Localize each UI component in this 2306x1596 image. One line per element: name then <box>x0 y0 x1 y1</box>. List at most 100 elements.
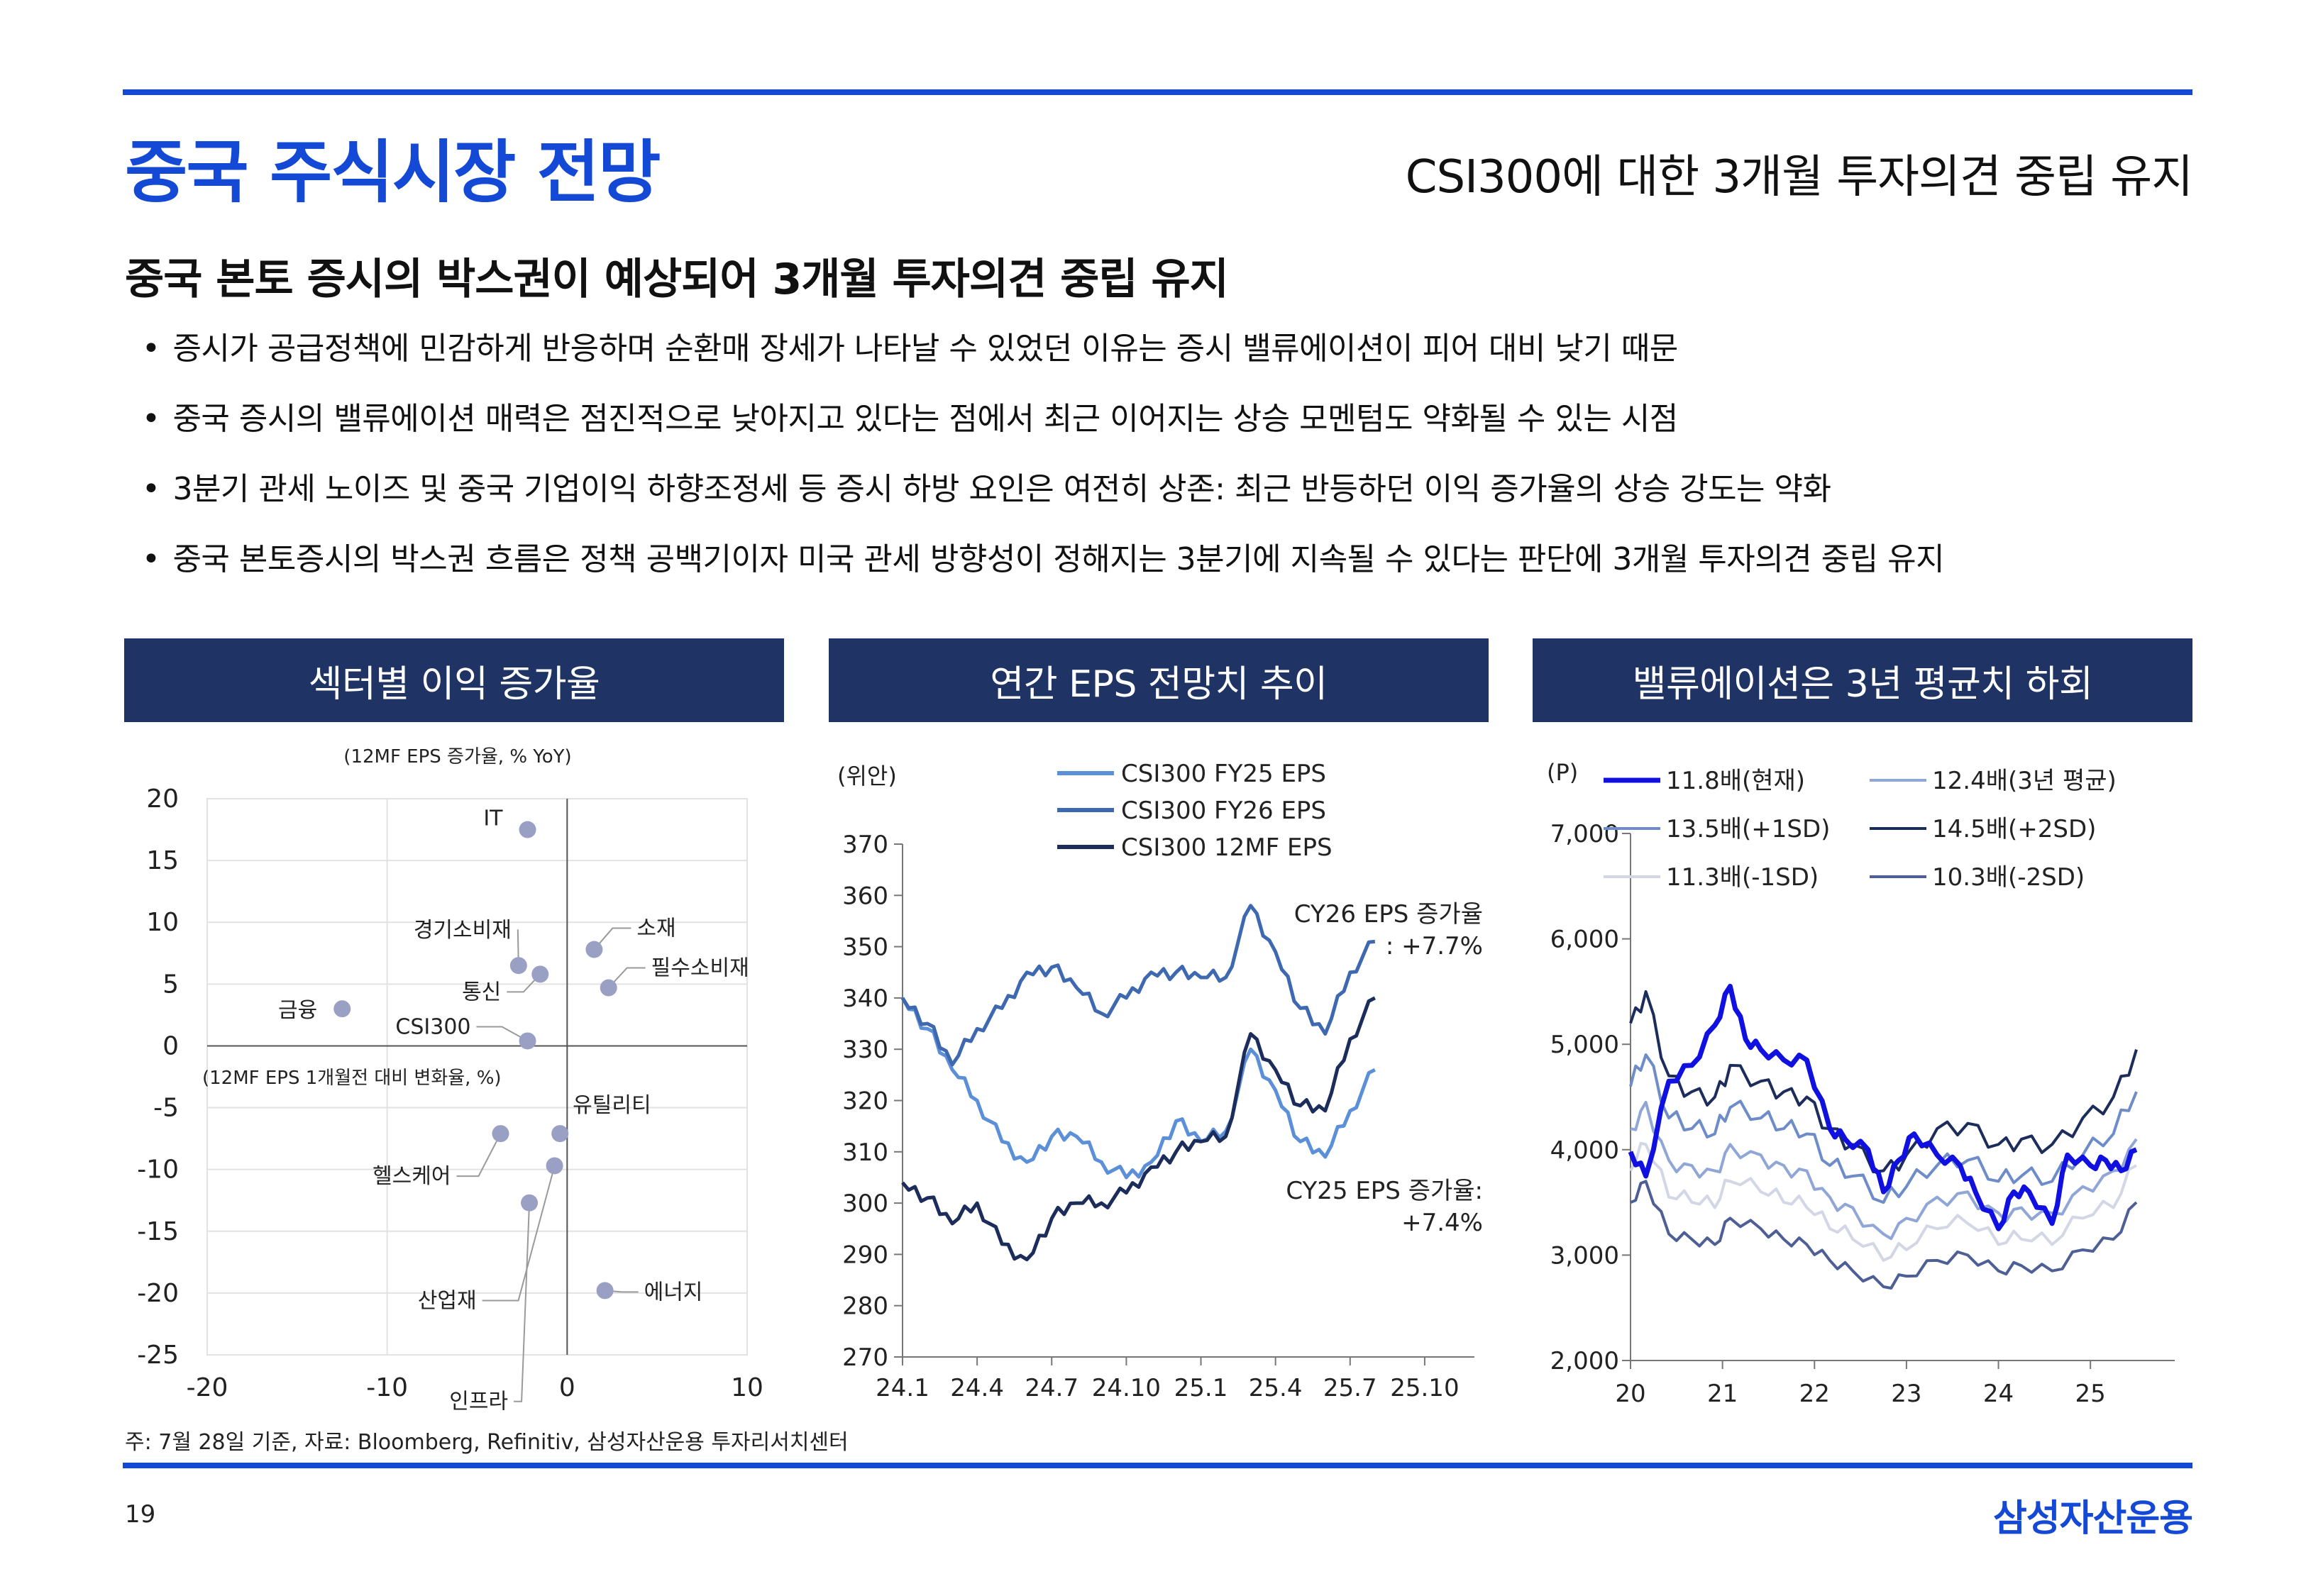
y-tick-label: -20 <box>137 1279 179 1308</box>
x-tick-label: 25 <box>2075 1380 2106 1408</box>
x-tick-label: 25.1 <box>1174 1374 1228 1402</box>
bullet-item: 중국 증시의 밸류에이션 매력은 점진적으로 낮아지고 있다는 점에서 최근 이… <box>142 398 1944 468</box>
series-line <box>1629 990 2138 1174</box>
bullet-list: 증시가 공급정책에 민감하게 반응하며 순환매 장세가 나타날 수 있었던 이유… <box>142 328 1944 609</box>
legend-label: CSI300 12MF EPS <box>1121 833 1333 862</box>
y-tick-label: -15 <box>137 1217 179 1246</box>
y-axis-unit: (P) <box>1547 759 1578 786</box>
scatter-point <box>600 979 617 997</box>
y-tick-label: 0 <box>162 1031 179 1060</box>
scatter-point <box>492 1125 509 1143</box>
y-tick-label: 6,000 <box>1550 926 1619 954</box>
x-tick-label: 23 <box>1891 1380 1921 1408</box>
legend-label: CSI300 FY26 EPS <box>1121 797 1326 825</box>
scatter-point <box>333 1000 351 1018</box>
x-tick-label: 22 <box>1799 1380 1830 1408</box>
legend-label: 13.5배(+1SD) <box>1666 815 1830 843</box>
legend-label: 11.8배(현재) <box>1666 767 1805 795</box>
x-axis-title: (12MF EPS 1개월전 대비 변화율, %) <box>202 1068 502 1089</box>
bullet-item: 증시가 공급정책에 민감하게 반응하며 순환매 장세가 나타날 수 있었던 이유… <box>142 328 1944 398</box>
series-line <box>901 996 1376 1262</box>
scatter-point <box>519 821 536 838</box>
point-label: 통신 <box>462 980 501 1004</box>
series-line <box>1630 1100 2138 1241</box>
top-rule <box>123 89 2192 95</box>
page-number: 19 <box>125 1500 156 1529</box>
series-line <box>900 904 1376 1067</box>
x-tick-label: 25.4 <box>1249 1374 1303 1402</box>
x-tick-label: 24 <box>1983 1380 2014 1408</box>
point-label: 산업재 <box>418 1288 477 1313</box>
leader-line <box>476 1026 529 1042</box>
valuation-band-chart: 7,000 6,000 5,000 4,000 3,000 2,000 20 21 22 23 24… <box>1547 759 2175 1408</box>
x-tick-label: 25.7 <box>1323 1374 1377 1402</box>
legend-label: 14.5배(+2SD) <box>1932 815 2096 843</box>
y-tick-label: 20 <box>146 785 179 814</box>
bullet-item: 중국 본토증시의 박스권 흐름은 정책 공백기이자 미국 관세 방향성이 정해지… <box>142 538 1944 609</box>
scatter-point <box>546 1157 563 1175</box>
annotation-cy26-line2: : +7.7% <box>1386 932 1483 960</box>
scatter-point <box>519 1032 536 1050</box>
bullet-item: 3분기 관세 노이즈 및 중국 기업이익 하향조정세 등 증시 하방 요인은 여… <box>142 468 1944 538</box>
y-axis-unit: (위안) <box>837 763 897 789</box>
y-tick-label: 340 <box>842 985 888 1013</box>
x-tick-label: 24.1 <box>876 1374 929 1402</box>
x-tick-label: 0 <box>559 1373 575 1402</box>
y-tick-label: 370 <box>842 831 888 859</box>
point-label: IT <box>483 807 503 831</box>
y-tick-label: 2,000 <box>1550 1347 1619 1375</box>
leader-line <box>482 1165 556 1302</box>
panel-header-valuation: 밸류에이션은 3년 평균치 하회 <box>1533 638 2192 722</box>
point-label: 필수소비재 <box>651 956 749 981</box>
y-tick-label: 3,000 <box>1550 1241 1619 1270</box>
x-tick-label: -20 <box>187 1373 228 1402</box>
scatter-point <box>509 957 527 975</box>
point-label: CSI300 <box>395 1014 470 1039</box>
x-tick-label: 24.4 <box>950 1374 1004 1402</box>
y-tick-label: 4,000 <box>1550 1136 1619 1165</box>
y-tick-label: 310 <box>842 1138 888 1167</box>
leader-line <box>593 927 631 951</box>
y-tick-label: 5,000 <box>1550 1031 1619 1059</box>
x-tick-label: 21 <box>1707 1380 1738 1408</box>
annotation-cy26-line1: CY26 EPS 증가율 <box>1294 900 1483 929</box>
y-tick-label: -25 <box>137 1341 179 1370</box>
y-tick-label: 350 <box>842 933 888 962</box>
x-tick-label: 20 <box>1615 1380 1645 1408</box>
scatter-point <box>585 941 603 958</box>
panel-header-eps: 연간 EPS 전망치 추이 <box>829 638 1489 722</box>
point-label: 헬스케어 <box>373 1164 451 1189</box>
y-tick-label: 300 <box>842 1190 888 1218</box>
series-line <box>1629 1053 2138 1204</box>
panel-header-sector: 섹터별 이익 증가율 <box>124 638 784 722</box>
x-tick-label: 24.7 <box>1025 1374 1078 1402</box>
y-tick-label: 320 <box>842 1087 888 1116</box>
point-label: 소재 <box>636 916 675 941</box>
y-axis-title: (12MF EPS 증가율, % YoY) <box>343 746 571 767</box>
y-tick-label: 10 <box>146 908 179 937</box>
right-title: CSI300에 대한 3개월 투자의견 중립 유지 <box>1405 151 2193 204</box>
bottom-rule <box>123 1463 2192 1468</box>
y-tick-label: 330 <box>842 1036 888 1064</box>
point-label: 경기소비재 <box>414 918 512 943</box>
scatter-point <box>596 1282 614 1299</box>
series-line <box>1628 983 2138 1231</box>
annotation-cy25-line2: +7.4% <box>1401 1209 1483 1237</box>
legend-label: 10.3배(-2SD) <box>1932 863 2085 892</box>
scatter-point <box>531 965 549 983</box>
y-tick-label: 290 <box>842 1241 888 1269</box>
y-tick-label: 5 <box>162 970 179 999</box>
point-label: 인프라 <box>449 1390 508 1412</box>
legend-label: CSI300 FY25 EPS <box>1121 760 1326 788</box>
y-tick-label: 270 <box>842 1343 888 1372</box>
legend-label: 11.3배(-1SD) <box>1666 863 1819 892</box>
series-line <box>900 997 1376 1180</box>
y-tick-label: -5 <box>153 1094 179 1123</box>
leader-line <box>514 1202 531 1402</box>
y-tick-label: -10 <box>137 1156 179 1185</box>
y-tick-label: 280 <box>842 1292 888 1321</box>
series-line <box>1630 1180 2138 1290</box>
footnote: 주: 7월 28일 기준, 자료: Bloomberg, Refinitiv, … <box>125 1430 849 1455</box>
section-subtitle: 중국 본토 증시의 박스권이 예상되어 3개월 투자의견 중립 유지 <box>125 255 1229 304</box>
x-tick-label: 24.10 <box>1092 1374 1161 1402</box>
